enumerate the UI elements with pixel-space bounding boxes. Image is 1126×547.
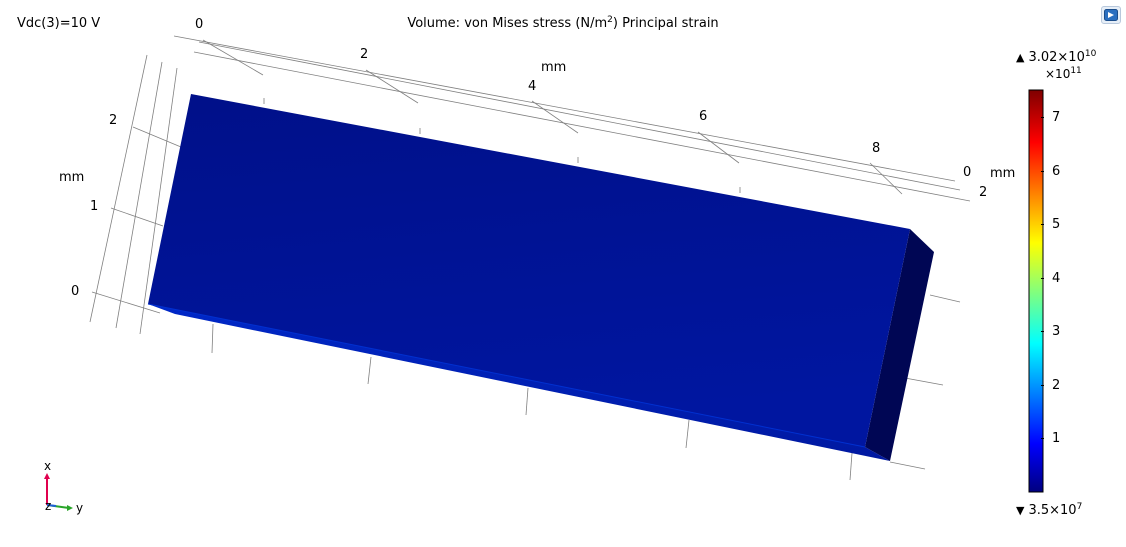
x-axis-unit: mm xyxy=(59,170,84,185)
grid-lines xyxy=(89,35,971,481)
legend-tick-6: 6 xyxy=(1052,164,1061,179)
y-tick-2: 2 xyxy=(360,47,368,62)
y-tick-4: 4 xyxy=(528,79,536,94)
triad-z-axis xyxy=(46,504,57,507)
legend-colorbar xyxy=(1028,89,1044,493)
title-prefix: Volume: von Mises stress (N/m xyxy=(407,16,608,31)
legend-tick-1: 1 xyxy=(1052,431,1061,446)
x-tick-0: 0 xyxy=(71,284,79,299)
block-side-face xyxy=(865,229,934,461)
legend-tick-mark xyxy=(1041,438,1044,439)
legend-tick-mark xyxy=(1041,171,1044,172)
y-tick-8: 8 xyxy=(872,141,880,156)
plot-title: Volume: von Mises stress (N/m2) Principa… xyxy=(0,15,1126,33)
legend-multiplier-prefix: ×10 xyxy=(1045,67,1071,81)
max-triangle-icon: ▲ xyxy=(1016,51,1025,64)
legend-multiplier-exp: 11 xyxy=(1070,66,1082,76)
legend-min-exp: 7 xyxy=(1076,502,1083,512)
legend-tick-mark xyxy=(1041,224,1044,225)
y-axis-unit: mm xyxy=(541,60,566,75)
legend-tick-7: 7 xyxy=(1052,110,1061,125)
legend-tick-mark xyxy=(1041,331,1044,332)
x-tick-2: 2 xyxy=(109,113,117,128)
render-view-button[interactable] xyxy=(1101,6,1121,24)
legend-max-prefix: 3.02×10 xyxy=(1028,50,1085,65)
x-tick-1: 1 xyxy=(90,199,98,214)
legend-tick-mark xyxy=(1041,117,1044,118)
parameter-label: Vdc(3)=10 V xyxy=(17,16,101,31)
legend-tick-2: 2 xyxy=(1052,378,1061,393)
title-superscript: 2 xyxy=(607,15,613,25)
legend-min-prefix: 3.5×10 xyxy=(1028,503,1077,518)
stress-block xyxy=(147,94,934,461)
legend-tick-3: 3 xyxy=(1052,324,1061,339)
block-bottom-face xyxy=(148,304,890,461)
triad-z-label: z xyxy=(45,499,51,513)
title-suffix: ) Principal strain xyxy=(612,16,719,31)
legend-tick-4: 4 xyxy=(1052,271,1061,286)
y-tick-6: 6 xyxy=(699,109,707,124)
z-axis-unit: mm xyxy=(990,166,1015,181)
z-tick-2: 2 xyxy=(979,185,987,200)
min-triangle-icon: ▼ xyxy=(1016,504,1025,517)
triad-y-label: y xyxy=(76,501,83,515)
block-front-face xyxy=(148,94,910,447)
y-tick-0: 0 xyxy=(195,17,203,32)
legend-tick-mark xyxy=(1041,385,1044,386)
legend-max: ▲ 3.02×1010 xyxy=(1016,49,1097,67)
legend-tick-5: 5 xyxy=(1052,217,1061,232)
legend-multiplier: ×1011 xyxy=(1045,66,1082,84)
render-view-icon xyxy=(1104,9,1118,21)
axis-triad: x y z xyxy=(44,459,83,515)
legend-min: ▼ 3.5×107 xyxy=(1016,502,1083,520)
legend-tick-mark xyxy=(1041,278,1044,279)
legend-max-exp: 10 xyxy=(1084,49,1097,59)
triad-x-label: x xyxy=(44,459,51,473)
z-tick-0: 0 xyxy=(963,165,971,180)
